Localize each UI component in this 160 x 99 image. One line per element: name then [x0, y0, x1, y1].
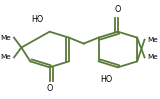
Text: O: O	[46, 84, 53, 93]
Text: O: O	[115, 5, 121, 14]
Text: HO: HO	[32, 15, 44, 24]
Text: Me: Me	[0, 54, 11, 60]
Text: Me: Me	[0, 35, 11, 41]
Text: HO: HO	[100, 75, 112, 84]
Text: Me: Me	[148, 37, 158, 43]
Text: Me: Me	[148, 54, 158, 60]
